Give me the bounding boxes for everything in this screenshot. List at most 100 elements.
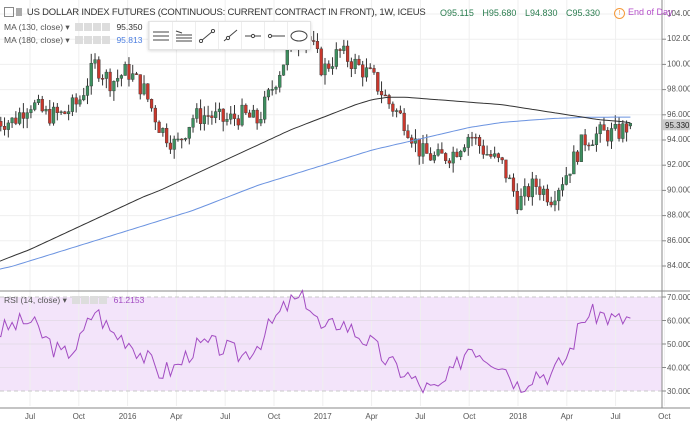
parallel-channel-icon[interactable] — [149, 22, 172, 49]
candle-body — [395, 110, 399, 112]
last-price-label: 95.330 — [665, 121, 690, 130]
candle-body — [613, 124, 617, 129]
fib-icon[interactable] — [172, 22, 195, 49]
ma180-value: 95.813 — [116, 35, 143, 45]
candle-body — [0, 121, 3, 127]
price-tick-label: 94.000 — [667, 135, 690, 144]
candle-body — [100, 78, 105, 80]
candle-body — [247, 112, 252, 118]
candle-body — [526, 186, 531, 198]
candle-body — [594, 133, 599, 145]
x-tick-label: Apr — [170, 412, 183, 421]
candle-body — [232, 113, 237, 119]
candle-body — [368, 67, 372, 69]
collapse-icon[interactable] — [4, 7, 14, 18]
legend-buttons[interactable] — [75, 35, 111, 46]
candle-body — [440, 149, 444, 154]
candle-body — [221, 108, 225, 122]
candle-body — [138, 74, 142, 95]
candle-body — [617, 124, 621, 139]
candle-body — [621, 123, 625, 139]
candle-body — [29, 109, 33, 113]
ma180-legend[interactable]: MA (180, close) ▾ 95.813 — [4, 35, 143, 46]
candle-body — [59, 111, 63, 113]
candle-body — [560, 184, 565, 191]
end-of-day-badge[interactable]: ! End of Day — [614, 7, 673, 19]
candle-body — [40, 99, 44, 112]
candle-body — [338, 49, 342, 51]
candle-body — [406, 130, 410, 138]
candle-body — [187, 126, 191, 139]
price-tick-label: 90.000 — [667, 185, 690, 194]
ohlc-open: O95.115 — [440, 8, 474, 18]
candle-body — [444, 153, 448, 161]
ma130-legend[interactable]: MA (130, close) ▾ 95.350 — [4, 22, 143, 33]
candle-body — [398, 110, 402, 114]
candle-body — [36, 99, 41, 103]
ellipse-icon[interactable] — [287, 22, 310, 49]
price-tick-label: 84.000 — [667, 261, 690, 270]
candle-body — [459, 151, 463, 157]
candle-body — [202, 115, 206, 124]
candle-body — [89, 62, 93, 87]
trend-line-icon[interactable] — [195, 22, 218, 49]
candle-body — [428, 153, 433, 161]
rsi-legend[interactable]: RSI (14, close) ▾ 61.2153 — [4, 295, 145, 306]
ma130-label: MA (130, close) — [4, 22, 64, 32]
x-tick-label: 2016 — [119, 412, 137, 421]
x-tick-label: Jul — [610, 412, 620, 421]
chart-title: US DOLLAR INDEX FUTURES (CONTINUOUS: CUR… — [4, 7, 426, 18]
candle-body — [134, 73, 139, 75]
candle-body — [572, 151, 576, 175]
candle-body — [493, 153, 497, 157]
ohlc-readout: O95.115 H95.680 L94.830 C95.330 — [440, 8, 606, 18]
rsi-tick-label: 40.0000 — [667, 364, 690, 373]
candle-body — [55, 106, 59, 113]
legend-buttons[interactable] — [75, 22, 111, 33]
candle-body — [25, 112, 29, 119]
candle-body — [330, 66, 335, 69]
candle-body — [180, 138, 184, 141]
candle-body — [312, 40, 316, 42]
candle-body — [598, 124, 602, 135]
ray-icon[interactable] — [218, 22, 241, 49]
candle-body — [131, 73, 135, 80]
drawing-toolbar[interactable] — [148, 21, 311, 50]
candle-body — [70, 97, 74, 112]
price-tick-label: 96.000 — [667, 110, 690, 119]
candle-body — [534, 178, 538, 187]
candle-body — [123, 64, 127, 76]
candle-body — [195, 108, 199, 119]
candle-body — [63, 111, 67, 114]
candle-body — [266, 89, 271, 98]
rsi-tick-label: 70.0000 — [667, 293, 690, 302]
candle-body — [564, 175, 568, 185]
candle-body — [496, 153, 501, 158]
candle-body — [33, 102, 37, 110]
horizontal-line-icon[interactable] — [241, 22, 264, 49]
candle-body — [119, 75, 124, 79]
candle-body — [146, 83, 150, 100]
candle-body — [104, 71, 108, 79]
x-tick-label: Oct — [73, 412, 86, 421]
rsi-label: RSI (14, close) — [4, 295, 61, 305]
candle-body — [432, 154, 436, 161]
candle-body — [606, 130, 610, 142]
horizontal-ray-icon[interactable] — [264, 22, 287, 49]
candle-body — [376, 72, 380, 92]
candle-body — [191, 118, 195, 128]
candle-body — [364, 67, 369, 78]
legend-buttons[interactable] — [72, 295, 108, 306]
candle-body — [51, 106, 56, 124]
candle-body — [278, 75, 282, 88]
candle-body — [127, 64, 131, 80]
candle-body — [500, 157, 504, 161]
candle-body — [153, 107, 157, 123]
candle-body — [391, 103, 395, 112]
candle-body — [263, 96, 267, 120]
symbol-square-icon — [16, 8, 23, 17]
candle-body — [383, 94, 387, 97]
symbol-title[interactable]: US DOLLAR INDEX FUTURES (CONTINUOUS: CUR… — [26, 7, 426, 18]
candle-body — [108, 71, 112, 92]
